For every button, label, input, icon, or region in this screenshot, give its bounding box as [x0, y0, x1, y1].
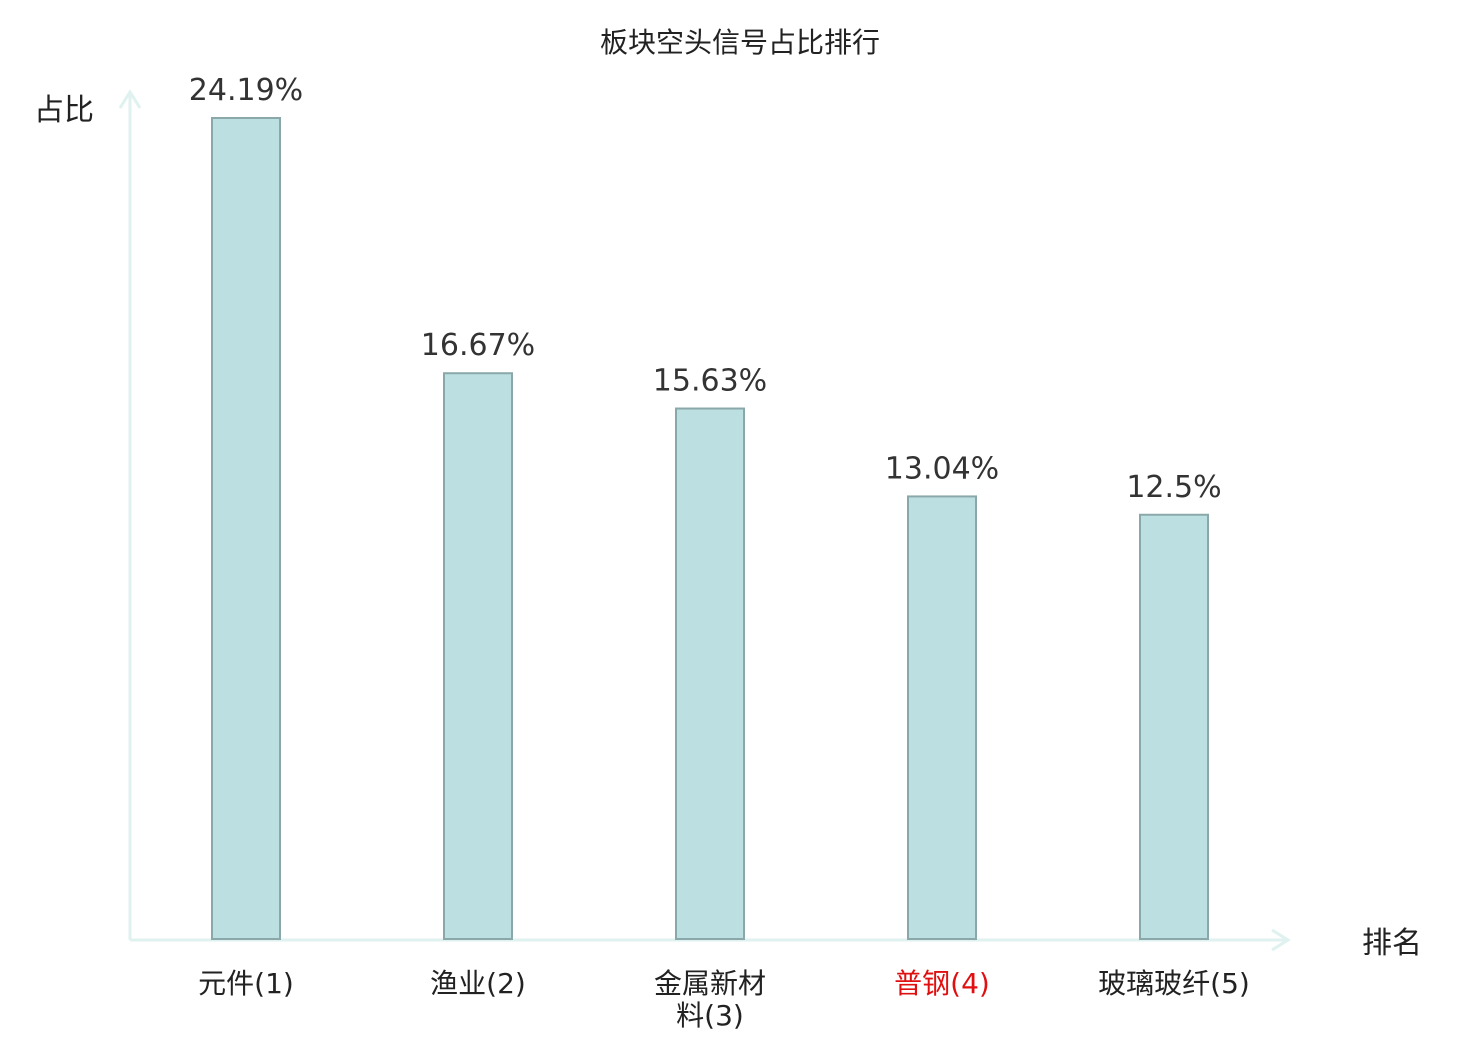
value-label-4: 13.04% — [885, 451, 999, 486]
category-label-2: 渔业(2) — [430, 967, 526, 1000]
chart-title: 板块空头信号占比排行 — [600, 26, 880, 59]
value-label-1: 24.19% — [189, 73, 303, 108]
category-label-line: 普钢(4) — [894, 967, 990, 1000]
category-label-line: 元件(1) — [198, 967, 294, 1000]
y-axis — [118, 89, 142, 940]
x-axis — [130, 928, 1291, 952]
category-label-4: 普钢(4) — [894, 967, 990, 1000]
y-axis-label: 占比 — [34, 93, 94, 128]
bar-4 — [907, 495, 977, 940]
value-label-2: 16.67% — [421, 328, 535, 363]
category-label-line: 料(3) — [676, 999, 744, 1032]
category-label-line: 渔业(2) — [430, 967, 526, 1000]
bars — [211, 117, 1209, 940]
value-label-5: 12.5% — [1126, 470, 1221, 505]
category-label-5: 玻璃玻纤(5) — [1098, 967, 1250, 1000]
value-labels: 24.19% 16.67% 15.63% 13.04% 12.5% — [189, 73, 1222, 505]
x-axis-label: 排名 — [1362, 926, 1422, 961]
bar-2 — [443, 372, 513, 940]
category-label-line: 金属新材 — [654, 967, 766, 1000]
category-label-line: 玻璃玻纤(5) — [1098, 967, 1250, 1000]
bar-5 — [1139, 513, 1209, 940]
category-labels: 元件(1) 渔业(2) 金属新材料(3) 普钢(4) 玻璃玻纤(5) — [198, 967, 1250, 1032]
category-label-3: 金属新材料(3) — [654, 967, 766, 1032]
bar-1 — [211, 117, 281, 940]
value-label-3: 15.63% — [653, 364, 767, 399]
bar-3 — [675, 407, 745, 940]
category-label-1: 元件(1) — [198, 967, 294, 1000]
